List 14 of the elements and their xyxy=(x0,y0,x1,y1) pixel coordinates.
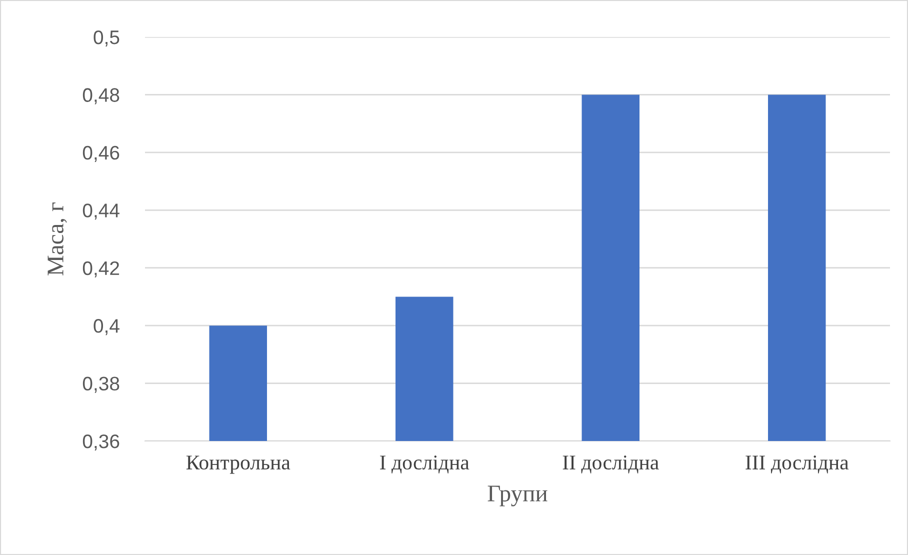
x-tick-label: III дослідна xyxy=(746,456,849,474)
x-tick-label: II дослідна xyxy=(562,456,659,474)
y-tick-label: 0,5 xyxy=(94,30,120,47)
y-tick-label: 0,4 xyxy=(94,319,120,336)
y-tick-label: 0,46 xyxy=(82,146,120,162)
y-tick-label: 0,38 xyxy=(82,376,120,393)
y-tick-label: 0,36 xyxy=(82,434,120,451)
x-axis-title: Групи xyxy=(488,486,548,506)
y-tick-label: 0,42 xyxy=(82,261,120,278)
y-tick-label: 0,48 xyxy=(82,88,120,104)
y-tick-label: 0,44 xyxy=(82,204,120,220)
x-tick-label: I дослідна xyxy=(380,456,470,474)
y-axis-title: Маса, г xyxy=(48,202,67,276)
x-tick-label: Контрольна xyxy=(186,456,290,474)
